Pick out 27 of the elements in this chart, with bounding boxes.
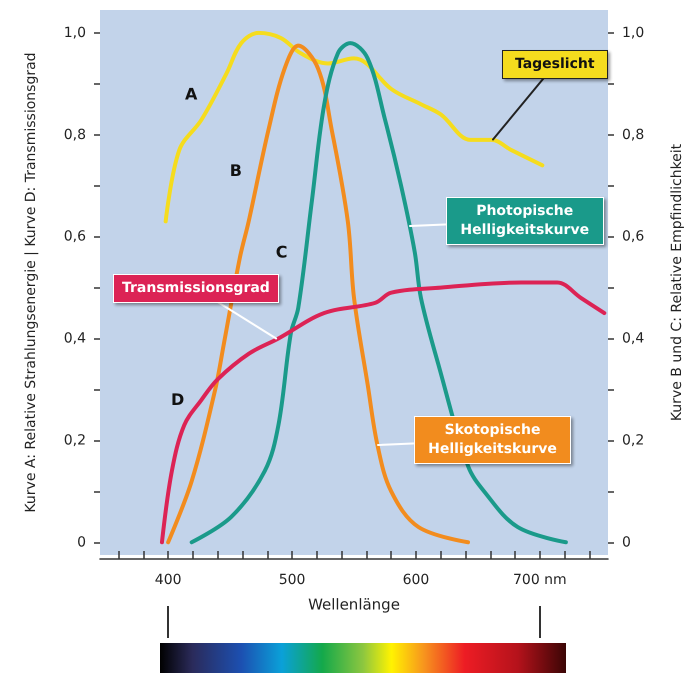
y-tick-label: 0,6	[64, 228, 86, 245]
x-axis-title: Wellenlänge	[308, 596, 400, 614]
x-tick-label: 400	[154, 572, 182, 588]
callout-box: Tageslicht	[502, 50, 608, 80]
y2-tick-label: 0,2	[622, 432, 644, 448]
y-tick-label: 0,2	[64, 432, 86, 448]
x-tick-label: 700 nm	[513, 572, 567, 588]
x-tick-label: 500	[278, 572, 306, 588]
y-tick-label: 0	[77, 534, 86, 550]
annotation: D	[170, 390, 184, 410]
callout-box: Skotopische Helligkeitskurve	[414, 416, 572, 464]
callout-box: Transmissionsgrad	[112, 274, 280, 304]
y-tick-label: 0,4	[64, 330, 86, 347]
y2-tick-label: 0,4	[622, 330, 644, 347]
x-tick-label: 600	[402, 572, 430, 588]
y-tick-label: 1,0	[64, 24, 86, 41]
annotation: C	[276, 242, 288, 262]
y2-tick-label: 1,0	[622, 24, 644, 41]
y2-axis-title: Kurve B und C: Relative Empfindlichkeit	[669, 143, 685, 422]
y2-tick-label: 0,8	[622, 126, 644, 143]
callout-box: Photopische Helligkeitskurve	[446, 197, 604, 246]
y2-tick-label: 0	[622, 534, 631, 550]
annotation: B	[230, 160, 242, 180]
y2-tick-label: 0,6	[622, 228, 644, 245]
y-tick-label: 0,8	[64, 126, 86, 143]
annotation: A	[185, 84, 198, 104]
y-axis-title: Kurve A: Relative Strahlungsenergie | Kurve D: Transmissionsgrad	[23, 52, 39, 513]
